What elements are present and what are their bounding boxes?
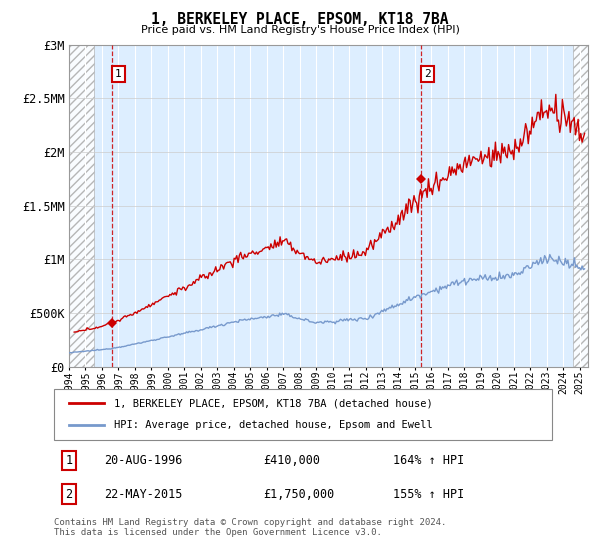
Text: 155% ↑ HPI: 155% ↑ HPI xyxy=(392,488,464,501)
Text: 1, BERKELEY PLACE, EPSOM, KT18 7BA: 1, BERKELEY PLACE, EPSOM, KT18 7BA xyxy=(151,12,449,27)
FancyBboxPatch shape xyxy=(54,389,552,440)
Text: 1: 1 xyxy=(115,69,121,79)
Text: £1,750,000: £1,750,000 xyxy=(263,488,334,501)
Text: HPI: Average price, detached house, Epsom and Ewell: HPI: Average price, detached house, Epso… xyxy=(114,421,433,431)
Text: 1: 1 xyxy=(65,454,73,467)
Text: Price paid vs. HM Land Registry's House Price Index (HPI): Price paid vs. HM Land Registry's House … xyxy=(140,25,460,35)
Text: 1, BERKELEY PLACE, EPSOM, KT18 7BA (detached house): 1, BERKELEY PLACE, EPSOM, KT18 7BA (deta… xyxy=(114,398,433,408)
Text: 164% ↑ HPI: 164% ↑ HPI xyxy=(392,454,464,467)
Text: 2: 2 xyxy=(424,69,430,79)
Text: 2: 2 xyxy=(65,488,73,501)
Text: 22-MAY-2015: 22-MAY-2015 xyxy=(104,488,182,501)
Text: £410,000: £410,000 xyxy=(263,454,320,467)
Text: Contains HM Land Registry data © Crown copyright and database right 2024.
This d: Contains HM Land Registry data © Crown c… xyxy=(54,518,446,538)
Text: 20-AUG-1996: 20-AUG-1996 xyxy=(104,454,182,467)
